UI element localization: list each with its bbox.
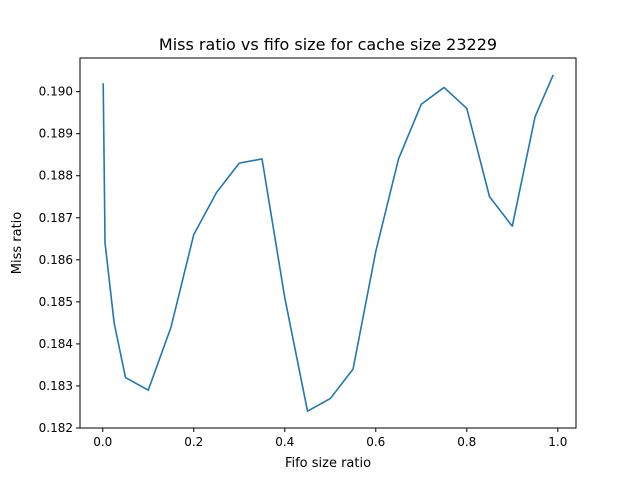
y-axis-label: Miss ratio: [10, 212, 25, 275]
chart-title: Miss ratio vs fifo size for cache size 2…: [159, 35, 497, 54]
x-tick-label: 1.0: [548, 435, 567, 449]
y-tick-label: 0.183: [39, 379, 73, 393]
x-tick-label: 0.4: [275, 435, 294, 449]
x-tick-label: 0.6: [366, 435, 385, 449]
y-tick-label: 0.190: [39, 85, 73, 99]
plot-frame: [79, 57, 577, 429]
x-axis: 0.0 0.2 0.4 0.6 0.8 1.0: [93, 428, 567, 449]
y-axis: 0.182 0.183 0.184 0.185 0.186 0.187 0.188 0.189…: [39, 85, 80, 435]
series-layer: [102, 74, 554, 412]
x-tick-label: 0.0: [93, 435, 112, 449]
series-line: [102, 74, 554, 412]
y-tick-label: 0.189: [39, 127, 73, 141]
y-tick-label: 0.188: [39, 169, 73, 183]
y-tick-label: 0.186: [39, 253, 73, 267]
y-tick-label: 0.185: [39, 295, 73, 309]
y-tick-label: 0.187: [39, 211, 73, 225]
y-tick-label: 0.182: [39, 421, 73, 435]
y-tick-label: 0.184: [39, 337, 73, 351]
x-tick-label: 0.2: [184, 435, 203, 449]
x-tick-label: 0.8: [457, 435, 476, 449]
x-axis-label: Fifo size ratio: [285, 456, 371, 471]
